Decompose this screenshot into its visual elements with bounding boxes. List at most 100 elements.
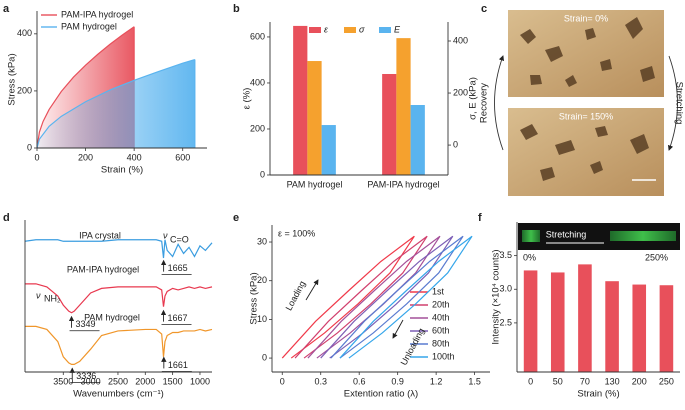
legend-label: 60th (432, 325, 450, 335)
legend-label: 1st (432, 286, 445, 296)
y2-tick-label: 0 (453, 139, 458, 149)
x-axis-label: Extention ratio (λ) (344, 389, 418, 400)
line (339, 235, 473, 359)
series-label: PAM hydrogel (84, 312, 140, 322)
peak-label: 1661 (168, 360, 188, 370)
legend-label: PAM-IPA hydrogel (61, 9, 133, 19)
peak-label: 1667 (168, 313, 188, 323)
x-tick-label: 400 (127, 152, 142, 162)
legend-swatch (309, 27, 321, 33)
panel-letter: f (478, 212, 482, 224)
line (320, 235, 454, 359)
x-axis-label: Strain (%) (577, 389, 619, 400)
x-tick-label: 0.3 (314, 376, 327, 386)
annotation-arrow (305, 279, 319, 301)
y-tick-label: 0 (260, 169, 265, 179)
inset-label: Stretching (546, 229, 587, 239)
bar (523, 270, 538, 372)
x-tick-label: 130 (605, 376, 620, 386)
annotation: ε = 100% (278, 228, 315, 238)
bar (321, 125, 336, 175)
x-tick-label: 0.9 (391, 376, 404, 386)
x-tick-label: 250 (659, 376, 674, 386)
y-tick-label: 30 (257, 236, 267, 246)
x-tick-label: 200 (632, 376, 647, 386)
y-tick-label: 0 (27, 142, 32, 152)
line (25, 283, 213, 314)
y-tick-label: 3.0 (499, 284, 512, 294)
x-tick-label: 0 (280, 376, 285, 386)
y-tick-label: 0 (262, 352, 267, 362)
y-tick-label: 20 (257, 275, 267, 285)
y-axis-label: ε (%) (242, 88, 253, 110)
line (36, 26, 135, 149)
x-tick-label: 70 (580, 376, 590, 386)
stretching-arrow (667, 55, 678, 151)
peak-label: 3349 (76, 319, 96, 329)
line (25, 325, 213, 365)
legend-swatch (379, 27, 391, 33)
bar (550, 272, 565, 372)
x-tick-label: 1500 (163, 376, 183, 386)
series-label: PAM-IPA hydrogel (67, 264, 139, 274)
stretching-label: Stretching (673, 82, 684, 125)
annotation: NH₂ (44, 293, 61, 303)
inset-strip (610, 231, 676, 241)
inset-label: 250% (645, 252, 668, 262)
inset-strip (522, 230, 540, 242)
x-tick-label: 3000 (81, 376, 101, 386)
x-tick-label: 0 (34, 152, 39, 162)
legend-label: 40th (432, 312, 450, 322)
y-tick-label: 2.5 (499, 317, 512, 327)
y2-axis-label: σ, E (kPa) (468, 77, 479, 120)
y-tick-label: 400 (17, 28, 32, 38)
area (37, 59, 195, 149)
legend-label: 100th (432, 351, 455, 361)
panel-letter: d (3, 212, 10, 224)
line (24, 239, 213, 259)
x-axis-label: Strain (%) (101, 165, 143, 176)
legend-label: PAM hydrogel (61, 21, 117, 31)
legend-label: ε (324, 24, 329, 34)
inset-label: 0% (523, 252, 536, 262)
micrograph-panel: c Strain= 0% Strain= 150% Recovery Stret… (479, 3, 684, 196)
bar (410, 105, 425, 175)
y-tick-label: 200 (250, 123, 265, 133)
line (281, 235, 415, 359)
x-tick-label: 1.2 (430, 376, 443, 386)
x-tick-label: 600 (175, 152, 190, 162)
recovery-arrow (494, 55, 505, 151)
x-tick-label: 0.6 (353, 376, 366, 386)
recovery-label: Recovery (479, 83, 490, 123)
peak-label: 1665 (168, 263, 188, 273)
legend-label: E (394, 24, 401, 34)
annotation: C=O (170, 234, 189, 244)
line (330, 235, 464, 359)
y-tick-label: 3.5 (499, 250, 512, 260)
y-axis-label: Stress (kPa) (7, 53, 18, 105)
annotation: ν (163, 230, 168, 240)
bar (605, 281, 619, 372)
particles (520, 17, 655, 181)
annotation-arrow (392, 319, 404, 339)
x-tick-label: 3500 (53, 376, 73, 386)
x-tick-label: 200 (78, 152, 93, 162)
y2-tick-label: 200 (453, 87, 468, 97)
series-label: IPA crystal (79, 230, 121, 240)
y2-tick-label: 400 (453, 35, 468, 45)
x-tick-label: 1000 (190, 376, 210, 386)
bar (396, 38, 411, 175)
y-axis-label: Intensity (×10⁴ counts) (491, 249, 502, 344)
x-axis-label: Wavenumbers (cm⁻¹) (73, 389, 164, 400)
bar (382, 73, 397, 175)
x-tick-label: 0 (528, 376, 533, 386)
micrograph-label: Strain= 0% (564, 13, 608, 23)
legend-swatch (344, 27, 356, 33)
bar (632, 284, 647, 372)
x-tick-label: 1.5 (468, 376, 481, 386)
y-tick-label: 600 (250, 31, 265, 41)
line (307, 235, 441, 359)
y-tick-label: 10 (257, 314, 267, 324)
y-axis-label: Stress (kPa) (249, 272, 260, 324)
bar (307, 61, 322, 176)
